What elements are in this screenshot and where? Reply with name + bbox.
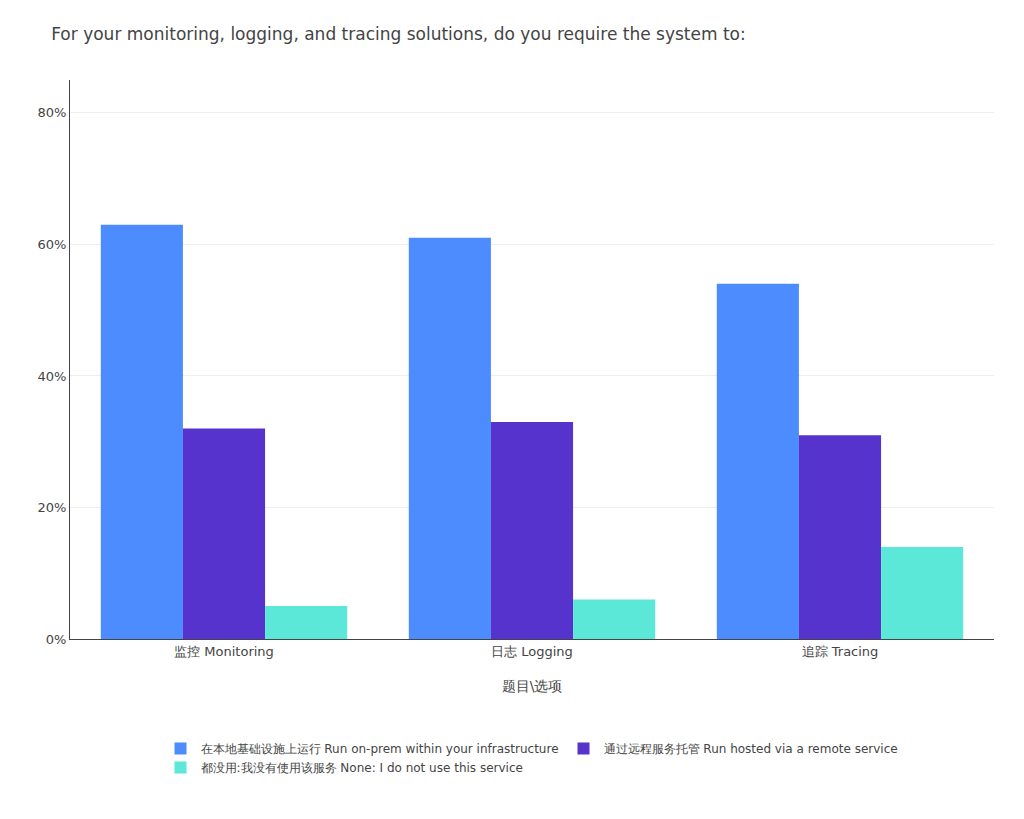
svg-text:题目\选项: 题目\选项 (502, 678, 563, 694)
svg-text:都没用:我没有使用该服务 None: I do not us: 都没用:我没有使用该服务 None: I do not use this ser… (201, 761, 523, 775)
svg-text:日志 Logging: 日志 Logging (491, 644, 573, 659)
svg-text:40%: 40% (37, 368, 66, 383)
svg-text:通过远程服务托管 Run hosted via a remo: 通过远程服务托管 Run hosted via a remote service (604, 742, 898, 756)
svg-text:80%: 80% (37, 105, 66, 120)
svg-text:追踪 Tracing: 追踪 Tracing (802, 644, 879, 659)
svg-text:在本地基础设施上运行 Run on-prem within: 在本地基础设施上运行 Run on-prem within your infra… (201, 742, 559, 756)
svg-text:For your monitoring, logging,: For your monitoring, logging, and tracin… (51, 24, 746, 44)
svg-text:0%: 0% (46, 632, 67, 647)
svg-text:监控 Monitoring: 监控 Monitoring (174, 644, 274, 659)
svg-text:20%: 20% (37, 500, 66, 515)
svg-text:60%: 60% (37, 237, 66, 252)
